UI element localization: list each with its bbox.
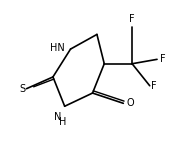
Text: S: S (19, 84, 25, 94)
Text: HN: HN (50, 43, 65, 53)
Text: F: F (151, 81, 157, 91)
Text: H: H (59, 116, 66, 127)
Text: F: F (160, 54, 166, 64)
Text: N: N (54, 112, 62, 122)
Text: F: F (129, 14, 135, 24)
Text: O: O (126, 98, 134, 108)
